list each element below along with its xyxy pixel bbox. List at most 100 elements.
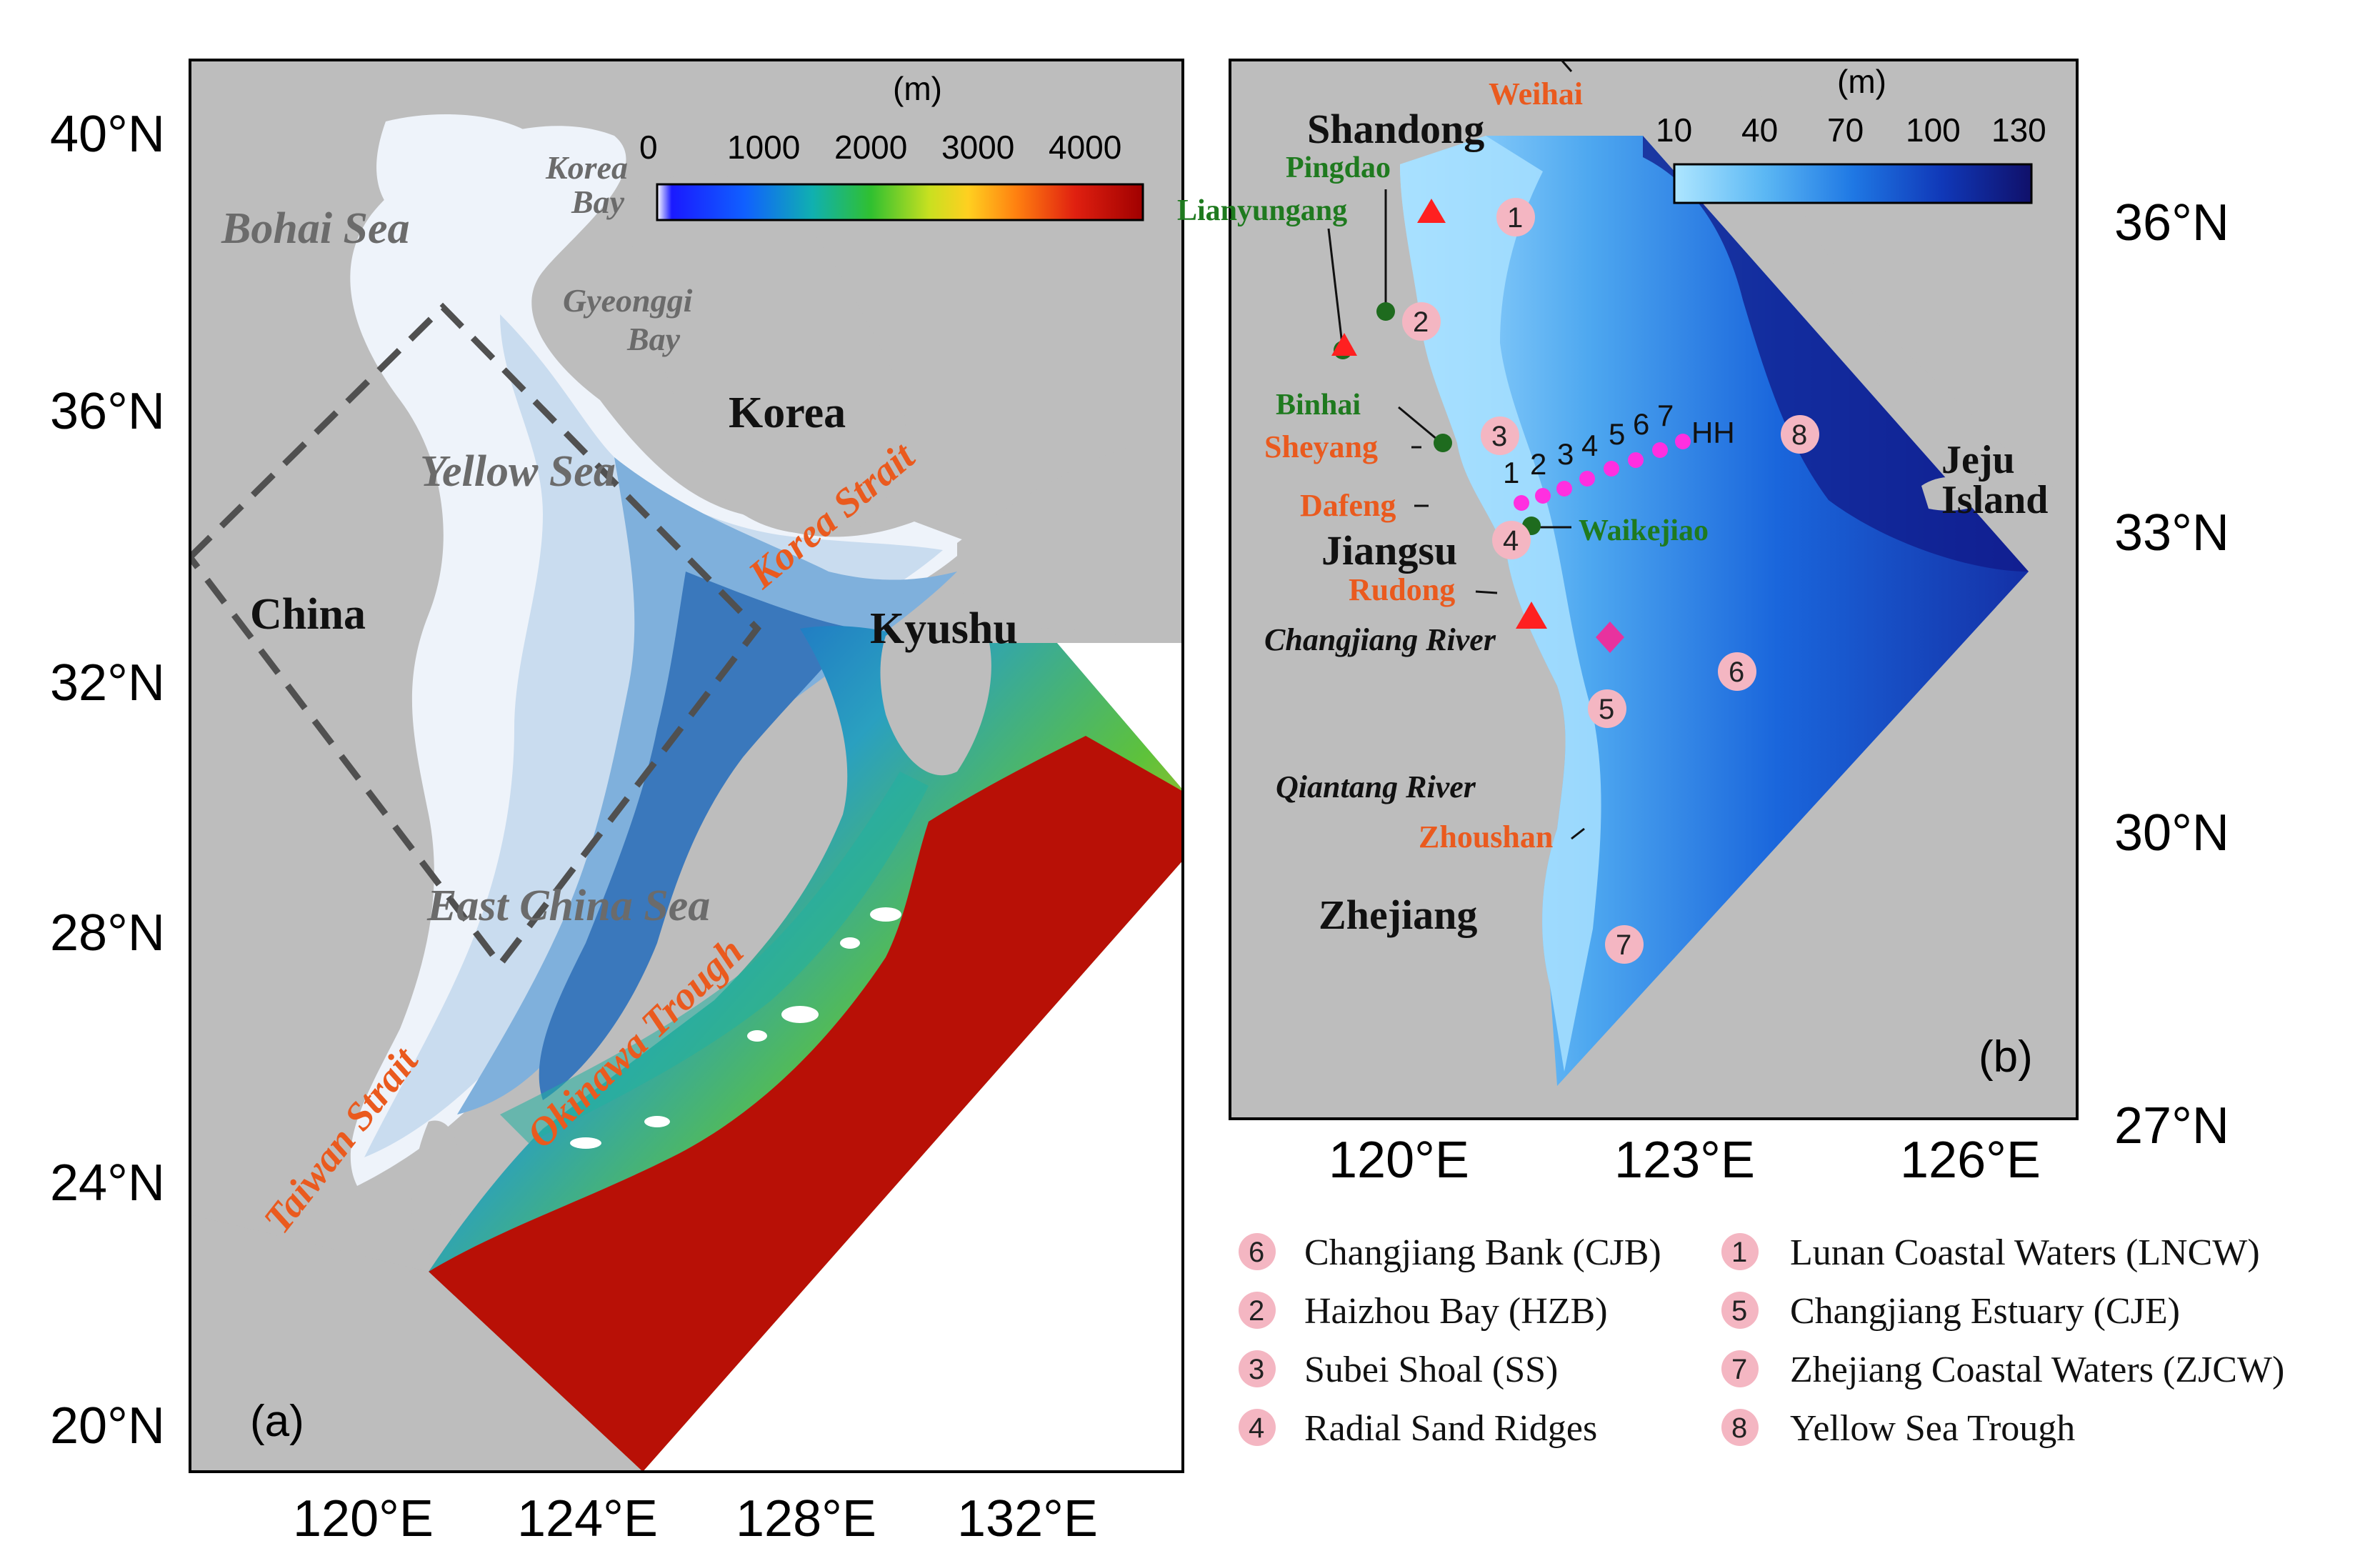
legend-item: 2 Haizhou Bay (HZB) bbox=[1239, 1291, 1608, 1332]
colorbar-b-tick: 70 bbox=[1827, 111, 1864, 149]
transect-hh-label: HH bbox=[1691, 416, 1735, 449]
pingdao-label: Pingdao bbox=[1286, 151, 1391, 184]
colorbar-b-tick: 130 bbox=[1991, 111, 2046, 149]
pingdao-station bbox=[1376, 302, 1395, 321]
lat-tick-b: 27°N bbox=[2114, 1097, 2229, 1154]
zhoushan-label: Zhoushan bbox=[1419, 819, 1553, 854]
panel-a-letter: (a) bbox=[250, 1397, 304, 1446]
shelf-sea-deeper bbox=[539, 572, 857, 1100]
triangle-marker bbox=[1417, 199, 1446, 223]
lat-tick-a: 36°N bbox=[50, 383, 165, 440]
deep-ocean-shape bbox=[429, 736, 1183, 1472]
legend-label: Subei Shoal (SS) bbox=[1304, 1350, 1558, 1390]
panel-a-lat-ticks: 40°N 36°N 32°N 28°N 24°N 20°N bbox=[50, 106, 165, 1455]
lat-tick-a: 20°N bbox=[50, 1397, 165, 1455]
legend-item: 1 Lunan Coastal Waters (LNCW) bbox=[1721, 1232, 2260, 1273]
diamond-marker bbox=[1596, 622, 1624, 653]
domain-outside-right bbox=[1057, 643, 1183, 790]
bohai-sea-label: Bohai Sea bbox=[221, 204, 410, 253]
lon-tick-a: 124°E bbox=[517, 1490, 658, 1547]
legend-number: 7 bbox=[1731, 1354, 1747, 1385]
legend-label: Haizhou Bay (HZB) bbox=[1304, 1291, 1608, 1332]
region-number: 5 bbox=[1599, 694, 1614, 725]
korea-peninsula-land bbox=[632, 174, 906, 534]
region-marker-3: 3 bbox=[1481, 417, 1519, 455]
region-marker-6: 6 bbox=[1718, 652, 1756, 691]
colorbar-a-tick: 0 bbox=[639, 129, 658, 166]
okinawa-shallow-band bbox=[500, 772, 929, 1143]
legend-number: 2 bbox=[1249, 1295, 1264, 1327]
lat-tick-a: 40°N bbox=[50, 106, 165, 163]
region-number: 7 bbox=[1616, 929, 1631, 961]
gyeonggi-bay-label-2: Bay bbox=[626, 321, 681, 357]
panel-b-lat-ticks: 36°N 33°N 30°N 27°N bbox=[2114, 194, 2229, 1154]
jiangsu-label: Jiangsu bbox=[1321, 527, 1457, 574]
region-marker-7: 7 bbox=[1605, 925, 1644, 964]
legend-label: Radial Sand Ridges bbox=[1304, 1408, 1597, 1449]
leader-lines bbox=[1327, 59, 1585, 840]
colorbar-a-tick: 4000 bbox=[1049, 129, 1121, 166]
korea-bay-label-2: Bay bbox=[571, 184, 625, 220]
study-area-dashed-box bbox=[190, 302, 761, 970]
transect-label: 4 bbox=[1581, 429, 1598, 462]
red-triangles bbox=[1331, 199, 1547, 629]
lat-tick-b: 33°N bbox=[2114, 504, 2229, 562]
colorbar-b bbox=[1673, 163, 2033, 204]
region-number: 6 bbox=[1729, 657, 1744, 688]
korea-bay-label-1: Korea bbox=[545, 149, 628, 186]
region-marker-2: 2 bbox=[1402, 302, 1441, 341]
colorbar-a bbox=[656, 183, 1144, 221]
kyushu-land bbox=[880, 619, 991, 776]
lianyungang-label: Lianyungang bbox=[1177, 194, 1347, 227]
legend-item: 4 Radial Sand Ridges bbox=[1239, 1408, 1597, 1449]
colorbar-a-tick: 2000 bbox=[834, 129, 907, 166]
transect-dots bbox=[1514, 434, 1691, 511]
region-number: 3 bbox=[1491, 421, 1507, 452]
lat-tick-a: 24°N bbox=[50, 1154, 165, 1212]
rudong-label: Rudong bbox=[1349, 572, 1455, 607]
region-markers: 1 2 3 4 5 6 7 8 bbox=[1402, 198, 1819, 964]
region-number: 2 bbox=[1413, 306, 1429, 338]
taiwan-land bbox=[411, 1120, 459, 1257]
korea-label: Korea bbox=[729, 389, 846, 437]
waikejiao-label: Waikejiao bbox=[1579, 514, 1709, 547]
panel-b-lon-ticks: 120°E 123°E 126°E bbox=[1329, 1132, 2041, 1189]
lon-tick-b: 126°E bbox=[1900, 1132, 2041, 1189]
sheyang-label: Sheyang bbox=[1264, 429, 1378, 464]
transect-label: 1 bbox=[1503, 456, 1519, 489]
bohai-sea-shape bbox=[376, 114, 543, 236]
colorbar-b-tick: 40 bbox=[1741, 111, 1778, 149]
legend-number: 1 bbox=[1731, 1237, 1747, 1268]
yellow-sea-label: Yellow Sea bbox=[420, 447, 616, 496]
region-marker-4: 4 bbox=[1492, 521, 1531, 559]
kyushu-label: Kyushu bbox=[870, 604, 1018, 653]
region-marker-8: 8 bbox=[1781, 415, 1819, 454]
transect-labels: 1 2 3 4 5 6 7 HH bbox=[1503, 399, 1735, 489]
region-marker-5: 5 bbox=[1588, 689, 1626, 728]
triangle-marker bbox=[1331, 333, 1357, 356]
colorbar-b-unit: (m) bbox=[1837, 63, 1886, 100]
legend-label: Lunan Coastal Waters (LNCW) bbox=[1790, 1232, 2260, 1273]
yellow-sea-trough-shape bbox=[1643, 136, 2029, 572]
legend-item: 5 Changjiang Estuary (CJE) bbox=[1721, 1291, 2180, 1332]
colorbar-a-unit: (m) bbox=[893, 70, 942, 107]
lon-tick-a: 120°E bbox=[293, 1490, 434, 1547]
transect-label: 2 bbox=[1530, 447, 1546, 481]
region-number: 1 bbox=[1507, 202, 1523, 234]
jeju-label-1: Jeju bbox=[1941, 438, 2015, 482]
panel-a-frame bbox=[189, 59, 1184, 1473]
lon-tick-a: 128°E bbox=[736, 1490, 876, 1547]
lat-tick-b: 30°N bbox=[2114, 804, 2229, 862]
binhai-label: Binhai bbox=[1276, 389, 1361, 422]
lon-tick-b: 123°E bbox=[1614, 1132, 1755, 1189]
gyeonggi-bay-label-1: Gyeonggi bbox=[563, 282, 693, 319]
dafeng-label: Dafeng bbox=[1300, 488, 1396, 523]
legend-item: 7 Zhejiang Coastal Waters (ZJCW) bbox=[1721, 1350, 2284, 1390]
coastal-shallow-band bbox=[1400, 136, 1601, 1072]
legend-item: 8 Yellow Sea Trough bbox=[1721, 1408, 2075, 1449]
colorbar-a-tick: 3000 bbox=[941, 129, 1014, 166]
region-number: 4 bbox=[1503, 525, 1519, 557]
legend-item: 3 Subei Shoal (SS) bbox=[1239, 1350, 1558, 1390]
lon-tick-b: 120°E bbox=[1329, 1132, 1469, 1189]
qiantang-river-label: Qiantang River bbox=[1276, 769, 1476, 804]
